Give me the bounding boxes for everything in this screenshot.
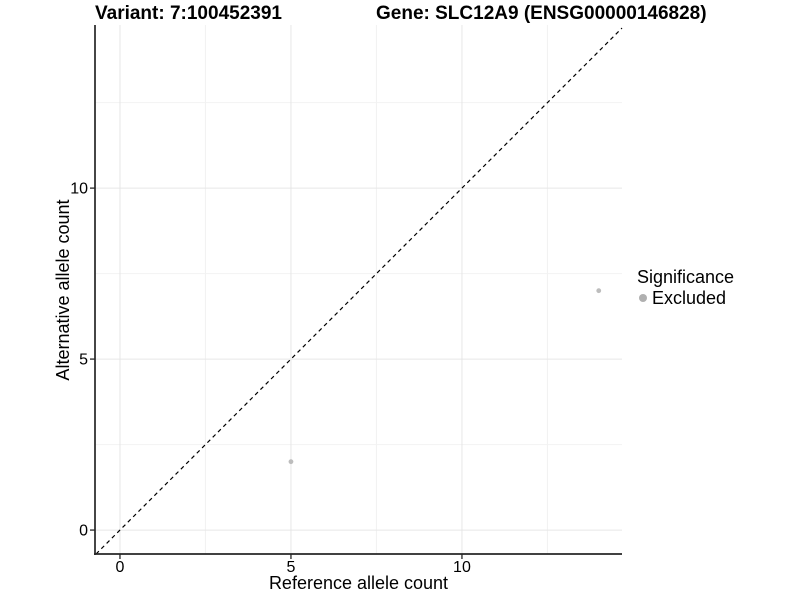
plot-title-gene: Gene: SLC12A9 (ENSG00000146828) bbox=[376, 3, 707, 24]
data-point bbox=[288, 459, 294, 465]
x-tick-label: 0 bbox=[116, 559, 125, 576]
y-axis-title: Alternative allele count bbox=[53, 199, 73, 381]
y-tick-label: 5 bbox=[79, 352, 88, 369]
x-axis-title: Reference allele count bbox=[268, 573, 449, 593]
identity-dashed-line bbox=[95, 27, 623, 555]
x-tick-label: 10 bbox=[453, 559, 471, 576]
y-tick-label: 10 bbox=[70, 181, 88, 198]
excluded-point-icon bbox=[639, 294, 647, 302]
legend: Significance Excluded bbox=[637, 267, 734, 308]
y-tick-label: 0 bbox=[79, 523, 88, 540]
legend-item-excluded: Excluded bbox=[637, 288, 734, 308]
legend-item-label: Excluded bbox=[652, 288, 727, 308]
legend-title: Significance bbox=[637, 267, 735, 287]
plot-title-variant: Variant: 7:100452391 bbox=[95, 3, 282, 24]
data-point bbox=[596, 288, 602, 294]
x-tick-label: 5 bbox=[287, 559, 296, 576]
